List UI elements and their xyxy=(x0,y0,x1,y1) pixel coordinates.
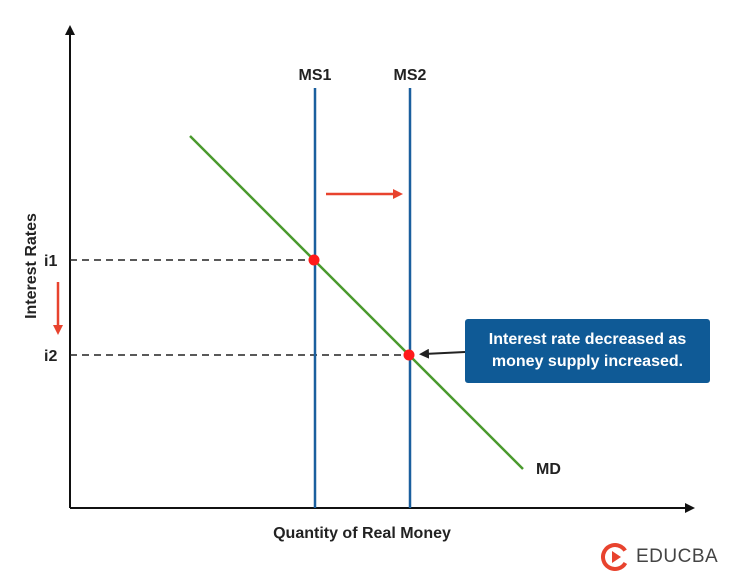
equilibrium-point-2 xyxy=(403,349,415,361)
brand-watermark: EDUCBA xyxy=(600,540,718,574)
md-curve xyxy=(189,135,524,470)
i1-label: i1 xyxy=(44,253,57,270)
callout-text: Interest rate decreased as money supply … xyxy=(488,331,687,370)
brand-name: EDUCBA xyxy=(636,546,719,567)
explanation-callout: Interest rate decreased as money supply … xyxy=(465,319,710,383)
ms2-label: MS2 xyxy=(394,67,427,84)
y-axis-label: Interest Rates xyxy=(23,213,40,319)
md-label: MD xyxy=(536,461,561,478)
x-axis-label: Quantity of Real Money xyxy=(273,525,451,542)
equilibrium-point-1 xyxy=(308,254,320,266)
educba-logo-icon xyxy=(601,543,629,571)
ms1-label: MS1 xyxy=(299,67,332,84)
callout-pointer-arrow xyxy=(419,348,466,359)
i2-label: i2 xyxy=(44,348,57,365)
